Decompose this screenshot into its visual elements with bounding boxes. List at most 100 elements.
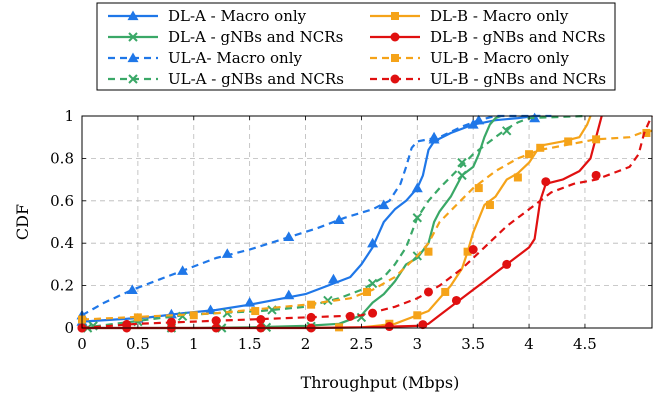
- y-tick-label: 0: [64, 319, 74, 337]
- series-point: [411, 182, 423, 193]
- y-axis-label: CDF: [13, 204, 32, 240]
- series-point: [642, 128, 651, 137]
- series-point: [525, 150, 534, 159]
- legend-marker: [391, 12, 399, 20]
- x-tick-label: 0: [77, 335, 87, 353]
- legend-entry: DL-A - Macro only: [108, 7, 307, 25]
- series-point: [413, 311, 422, 320]
- series-point: [591, 170, 601, 180]
- series-point: [306, 312, 316, 322]
- legend-label: UL-A - gNBs and NCRs: [168, 70, 344, 88]
- series-point: [564, 137, 573, 146]
- series-point: [256, 315, 266, 325]
- series-point: [205, 304, 217, 315]
- series-point: [177, 265, 189, 275]
- series-point: [363, 287, 371, 296]
- series-point: [126, 284, 138, 294]
- legend-label: DL-A - Macro only: [168, 7, 307, 25]
- x-tick-label: 0.5: [126, 335, 150, 353]
- y-axis-ticks: 0 0.2 0.4 0.6 0.8 1: [50, 107, 652, 337]
- series-point: [133, 313, 142, 322]
- series-point: [485, 201, 494, 210]
- legend-label: DL-B - Macro only: [430, 7, 569, 25]
- x-tick-label: 4.5: [573, 335, 597, 353]
- series-line: [81, 129, 653, 321]
- legend-marker: [391, 54, 399, 62]
- series-point: [166, 317, 176, 327]
- series-point: [529, 112, 541, 123]
- x-tick-label: 1.5: [238, 335, 262, 353]
- series-point: [423, 287, 433, 297]
- x-tick-label: 2.5: [349, 335, 373, 353]
- series-point: [122, 319, 132, 329]
- legend-entry: UL-B - Macro only: [370, 49, 569, 67]
- legend-entry: DL-B - gNBs and NCRs: [370, 28, 605, 46]
- y-tick-label: 0.2: [50, 277, 74, 295]
- series-point: [428, 131, 440, 142]
- series-point: [418, 320, 428, 330]
- series-point: [333, 214, 345, 225]
- series-point: [367, 278, 378, 289]
- series-point: [384, 322, 394, 332]
- series-point: [367, 237, 379, 248]
- legend-entry: UL-B - gNBs and NCRs: [370, 70, 606, 88]
- x-tick-label: 4: [524, 335, 534, 353]
- series-point: [424, 247, 433, 256]
- legend: DL-A - Macro only DL-B - Macro only DL-A -…: [96, 2, 616, 91]
- series-point: [378, 199, 390, 210]
- series-8: [77, 115, 653, 333]
- x-tick-label: 3.5: [461, 335, 485, 353]
- plot-area: 0 0.5 1 1.5 2 2.5 3 3.5 4 4.5 0 0.2 0.4 0.6 0.8 1: [50, 107, 653, 353]
- series-line: [82, 115, 603, 330]
- series-point: [412, 213, 423, 223]
- legend-marker: [128, 74, 138, 84]
- series-line: [305, 115, 592, 330]
- series-point: [368, 308, 378, 318]
- series-point: [457, 170, 467, 181]
- series-point: [283, 289, 295, 300]
- series-point: [189, 311, 198, 320]
- legend-marker: [390, 32, 400, 42]
- grid: [81, 115, 652, 329]
- legend-label: UL-B - gNBs and NCRs: [430, 70, 606, 88]
- x-tick-label: 1: [189, 335, 199, 353]
- series-point: [211, 316, 221, 326]
- legend-entry: UL-A - gNBs and NCRs: [108, 70, 344, 88]
- series-point: [457, 157, 467, 168]
- series-point: [474, 184, 483, 193]
- series-point: [467, 118, 479, 129]
- x-tick-label: 2: [301, 335, 311, 353]
- legend-label: UL-B - Macro only: [430, 49, 569, 67]
- plot-frame: [81, 115, 653, 329]
- series-point: [251, 307, 260, 316]
- legend-entry: DL-B - Macro only: [370, 7, 569, 25]
- series-point: [244, 297, 256, 307]
- series-point: [221, 248, 233, 258]
- series-line: [81, 114, 552, 317]
- series-point: [502, 259, 512, 269]
- x-tick-label: 3: [413, 335, 423, 353]
- series-point: [451, 295, 461, 305]
- legend-box: [96, 2, 616, 91]
- series-point: [536, 143, 545, 152]
- series-layer: [76, 112, 653, 333]
- legend-label: DL-B - gNBs and NCRs: [430, 28, 605, 46]
- series-point: [283, 231, 295, 241]
- x-axis-ticks: 0 0.5 1 1.5 2 2.5 3 3.5 4 4.5: [77, 116, 597, 353]
- series-point: [592, 135, 601, 144]
- legend-marker: [390, 74, 400, 84]
- legend-marker: [127, 52, 139, 63]
- legend-entry: DL-A - gNBs and NCRs: [108, 28, 343, 46]
- series-point: [468, 245, 478, 255]
- series-point: [345, 311, 355, 321]
- series-point: [177, 311, 188, 322]
- legend-marker: [128, 32, 138, 42]
- x-axis-label: Throughput (Mbps): [301, 373, 460, 392]
- series-point: [327, 273, 339, 284]
- series-point: [463, 247, 472, 256]
- series-point: [307, 300, 316, 309]
- series-7: [78, 128, 653, 324]
- series-line: [81, 115, 653, 330]
- series-point: [541, 177, 551, 187]
